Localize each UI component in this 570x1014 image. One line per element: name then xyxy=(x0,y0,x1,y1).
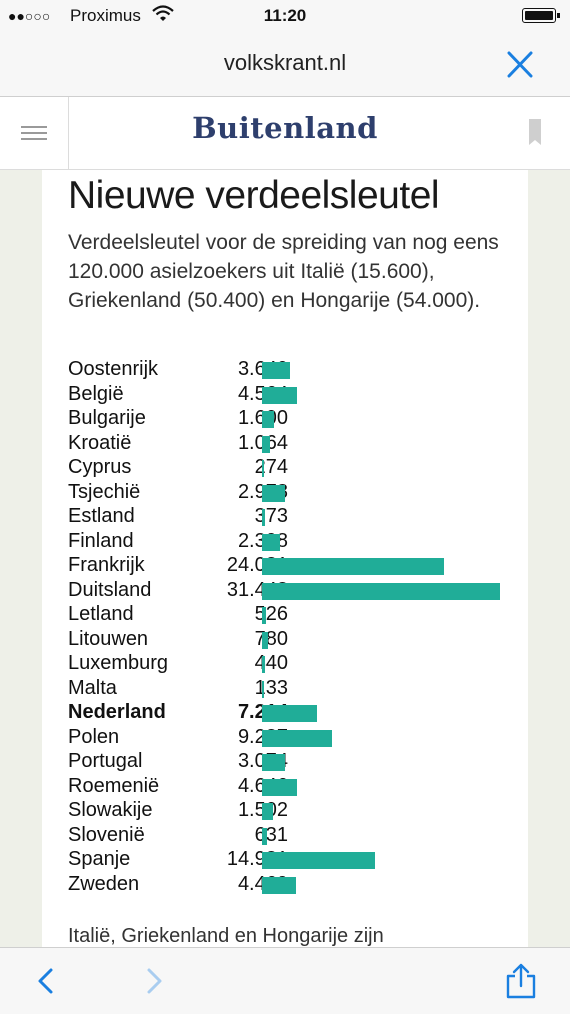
chart-bar xyxy=(262,680,264,698)
country-label: Cyprus xyxy=(68,456,132,478)
country-label: Estland xyxy=(68,505,135,527)
country-label: België xyxy=(68,382,124,405)
chart-bar xyxy=(262,582,500,600)
country-label: Spanje xyxy=(68,848,131,870)
chart-bar xyxy=(262,876,296,894)
country-label: Letland xyxy=(68,603,134,625)
country-label: Slowakije xyxy=(68,799,153,821)
article-headline: Nieuwe verdeelsleutel xyxy=(68,174,440,217)
hamburger-menu-icon[interactable] xyxy=(0,97,69,169)
share-icon[interactable] xyxy=(504,962,538,1000)
country-label: Malta xyxy=(68,676,117,699)
country-label: Frankrijk xyxy=(68,554,145,576)
chart-bar xyxy=(262,729,333,747)
chart-bar xyxy=(262,705,317,722)
chart-bar xyxy=(262,386,297,404)
country-label: Nederland xyxy=(68,701,166,723)
url-text[interactable]: volkskrant.nl xyxy=(223,50,347,75)
article-content: Nieuwe verdeelsleutel Verdeelsleutel voo… xyxy=(0,170,570,947)
chart-row: Portugal3.074 xyxy=(68,750,518,774)
value-label: 526 xyxy=(254,603,288,625)
country-label: Bulgarije xyxy=(68,407,146,429)
article-body-text: Italië, Griekenland en Hongarije zijn xyxy=(68,925,384,947)
section-title: Buitenland xyxy=(192,111,378,145)
article-card: Nieuwe verdeelsleutel Verdeelsleutel voo… xyxy=(42,170,528,947)
country-label: Portugal xyxy=(68,750,143,772)
chart-row: Tsjechië2.978 xyxy=(68,481,518,505)
chart-row: Nederland7.214 xyxy=(68,701,518,725)
chart-row: Spanje 14.931 xyxy=(68,848,518,872)
chart-bar xyxy=(262,435,271,453)
wifi-icon xyxy=(152,4,174,29)
chart-row: Kroatië 1.064 xyxy=(68,432,518,456)
chart-bar xyxy=(262,852,376,869)
chart-row: Slovenië 631 xyxy=(68,824,518,848)
chart-row: Slowakije1.502 xyxy=(68,799,518,823)
browser-address-bar: volkskrant.nl xyxy=(0,32,570,97)
chart-row: Frankrijk 24.031 xyxy=(68,554,518,578)
chart-bar xyxy=(262,411,275,428)
section-header: Buitenland xyxy=(0,97,570,170)
country-label: Oostenrijk xyxy=(68,358,159,380)
battery-icon xyxy=(522,8,560,23)
chart-bar xyxy=(262,509,265,526)
chart-bar xyxy=(262,362,290,379)
country-label: Luxemburg xyxy=(68,652,169,674)
country-label: Duitsland xyxy=(68,578,152,601)
signal-strength-indicator: ●●○○○ xyxy=(8,8,51,24)
chart-row: Finland2.398 xyxy=(68,530,518,554)
close-icon[interactable] xyxy=(502,48,538,82)
value-label: 133 xyxy=(254,676,288,699)
chart-bar xyxy=(262,803,274,820)
chart-bar xyxy=(262,460,265,477)
chart-bar xyxy=(262,827,267,845)
country-label: Polen xyxy=(68,725,120,748)
chart-bar xyxy=(262,558,444,575)
country-label: Zweden xyxy=(68,872,140,895)
back-arrow-icon[interactable] xyxy=(34,966,58,996)
forward-arrow-icon[interactable] xyxy=(142,966,166,996)
value-label: 440 xyxy=(254,652,288,674)
chart-bar xyxy=(262,533,281,551)
value-label: 780 xyxy=(254,627,288,650)
bookmark-icon[interactable] xyxy=(520,117,550,149)
country-label: Litouwen xyxy=(68,627,149,650)
browser-toolbar xyxy=(0,947,570,1014)
chart-bar xyxy=(262,656,266,673)
chart-row: Duitsland 31.443 xyxy=(68,579,518,603)
chart-bar xyxy=(262,607,266,624)
country-label: Finland xyxy=(68,529,134,552)
country-label: Kroatië xyxy=(68,431,132,454)
clock-time: 11:20 xyxy=(263,6,307,25)
chart-bar xyxy=(262,484,285,502)
chart-row: Cyprus 274 xyxy=(68,456,518,480)
country-label: Roemenië xyxy=(68,774,160,797)
chart-bar xyxy=(262,778,298,796)
chart-row: Oostenrijk3.640 xyxy=(68,358,518,382)
chart-row: België4.564 xyxy=(68,383,518,407)
chart-row: Zweden4.469 xyxy=(68,873,518,897)
carrier-name: Proximus xyxy=(70,6,141,25)
chart-bar xyxy=(262,631,268,649)
value-label: 274 xyxy=(254,456,288,478)
chart-row: Roemenië4.646 xyxy=(68,775,518,799)
value-label: 373 xyxy=(254,505,288,527)
distribution-bar-chart: Oostenrijk3.640België4.564Bulgarije1.600… xyxy=(42,358,528,898)
chart-row: Polen9.287 xyxy=(68,726,518,750)
chart-row: Letland 526 xyxy=(68,603,518,627)
chart-bar xyxy=(262,754,286,771)
chart-row: Estland 373 xyxy=(68,505,518,529)
article-intro: Verdeelsleutel voor de spreiding van nog… xyxy=(68,231,499,312)
chart-row: Luxemburg 440 xyxy=(68,652,518,676)
status-bar: ●●○○○ Proximus 11:20 xyxy=(0,0,570,32)
country-label: Slovenië xyxy=(68,823,145,846)
chart-row: Malta 133 xyxy=(68,677,518,701)
chart-row: Litouwen 780 xyxy=(68,628,518,652)
value-label: 1.064 xyxy=(188,432,288,455)
value-label: 631 xyxy=(254,823,288,846)
country-label: Tsjechië xyxy=(68,480,141,503)
chart-row: Bulgarije1.600 xyxy=(68,407,518,431)
